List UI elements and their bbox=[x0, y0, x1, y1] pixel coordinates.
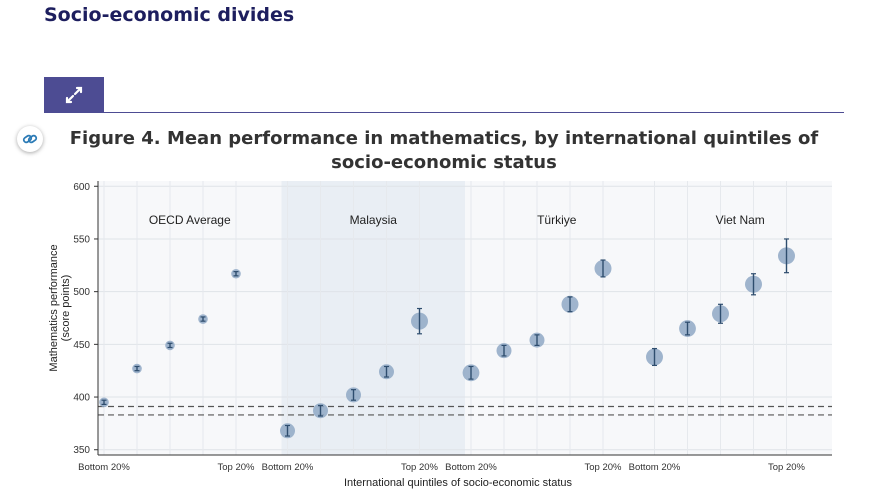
x-tick-label: Top 20% bbox=[401, 462, 439, 473]
x-tick-label: Bottom 20% bbox=[262, 462, 314, 473]
panel-shade bbox=[281, 181, 465, 455]
link-chain-icon bbox=[22, 134, 38, 144]
expand-arrows-icon bbox=[65, 86, 83, 104]
x-tick-label: Top 20% bbox=[218, 462, 256, 473]
figure-title-text: Mean performance in mathematics, by inte… bbox=[166, 128, 819, 173]
expand-chart-button[interactable] bbox=[44, 77, 104, 113]
y-axis-title-line: Mathematics performance bbox=[48, 244, 60, 371]
y-tick-label: 450 bbox=[73, 340, 90, 351]
section-divider bbox=[44, 112, 844, 113]
y-axis-title: Mathematics performance(score points) bbox=[48, 244, 72, 371]
x-tick-label: Top 20% bbox=[585, 462, 623, 473]
scatter-chart: 350 400 450 500 550 600 OECD Average Bottom 20%… bbox=[48, 181, 832, 489]
y-tick-label: 550 bbox=[73, 234, 90, 245]
x-tick-label: Bottom 20% bbox=[629, 462, 681, 473]
figure-label: Figure 4. bbox=[69, 128, 161, 149]
permalink-button[interactable] bbox=[17, 126, 43, 152]
x-tick-label: Bottom 20% bbox=[445, 462, 497, 473]
y-tick-label: 350 bbox=[73, 445, 90, 456]
y-tick-label: 600 bbox=[73, 182, 90, 193]
x-tick-label: Top 20% bbox=[768, 462, 806, 473]
chart-container: 350 400 450 500 550 600 OECD Average Bottom 20%… bbox=[0, 175, 888, 494]
panel-label: Malaysia bbox=[350, 213, 398, 227]
y-axis-title-line: (score points) bbox=[60, 275, 72, 342]
y-tick-label: 500 bbox=[73, 287, 90, 298]
y-tick-label: 400 bbox=[73, 393, 90, 404]
x-tick-label: Bottom 20% bbox=[78, 462, 130, 473]
figure-title: Figure 4. Mean performance in mathematic… bbox=[60, 127, 828, 175]
panel-label: Viet Nam bbox=[716, 213, 765, 227]
section-title: Socio-economic divides bbox=[44, 4, 295, 26]
panel-label: OECD Average bbox=[149, 213, 231, 227]
x-axis-title: International quintiles of socio-economi… bbox=[344, 477, 573, 489]
panel-label: Türkiye bbox=[537, 213, 577, 227]
